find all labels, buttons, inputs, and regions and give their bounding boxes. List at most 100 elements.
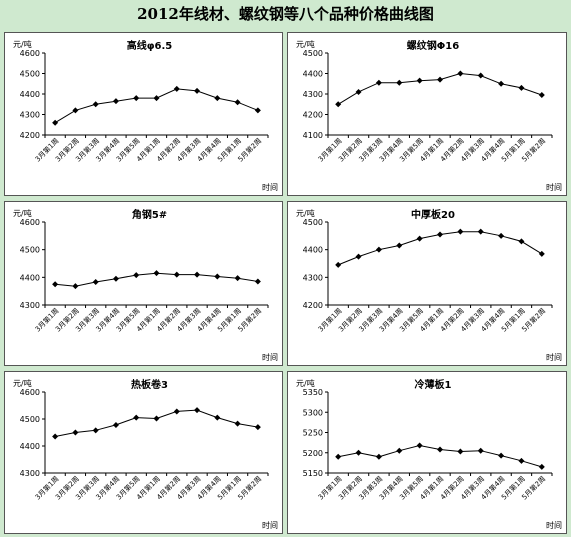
data-point (396, 79, 403, 86)
x-axis-label: 时间 (262, 182, 278, 192)
data-point (518, 457, 525, 464)
data-point (112, 421, 119, 428)
chart-svg: 热板卷3元/吨43004400450046003月第1周3月第2周3月第3周3月… (13, 378, 278, 530)
data-point (538, 92, 545, 99)
y-tick-label: 5350 (303, 388, 323, 397)
data-point (518, 84, 525, 91)
y-axis-label: 元/吨 (296, 39, 315, 49)
chart-svg: 角钢5#元/吨43004400450046003月第1周3月第2周3月第3周3月… (13, 208, 278, 362)
data-point (92, 279, 99, 286)
data-point (355, 449, 362, 456)
data-point (133, 95, 140, 102)
data-point (72, 107, 79, 114)
chart-svg: 中厚板20元/吨42004300440045003月第1周3月第2周3月第3周3… (296, 208, 562, 362)
data-point (254, 278, 261, 285)
data-point (375, 246, 382, 253)
series-line (55, 409, 258, 437)
data-point (355, 88, 362, 95)
x-axis-label: 时间 (262, 352, 278, 362)
data-point (234, 420, 241, 427)
y-tick-label: 5150 (303, 469, 323, 478)
y-tick-label: 4500 (303, 218, 323, 227)
data-point (52, 119, 59, 126)
x-axis-label: 时间 (546, 520, 562, 530)
data-point (538, 250, 545, 257)
chart-panel-rebar: 螺纹钢Φ16 元/吨 4100 4200 4300 4400 4500 3月第1周 3月第2周 3… (287, 32, 567, 196)
y-tick-label: 4400 (303, 70, 323, 79)
y-tick-label: 4300 (20, 111, 40, 120)
y-tick-label: 4400 (20, 90, 40, 99)
data-point (112, 275, 119, 282)
data-point (133, 414, 140, 421)
data-point (457, 448, 464, 455)
y-tick-label: 4500 (20, 70, 40, 79)
data-point (437, 76, 443, 83)
y-tick-label: 4300 (20, 469, 40, 478)
y-tick-label: 4400 (303, 246, 323, 255)
chart-svg: 高线φ6.5元/吨420043004400450046003月第1周3月第2周3… (13, 39, 278, 192)
data-point (214, 95, 221, 102)
y-tick-label: 4200 (303, 111, 323, 120)
data-point (254, 107, 261, 114)
y-tick-label: 5250 (303, 429, 323, 438)
chart-panel-medium-plate: 中厚板20 元/吨 4200 4300 4400 4500 3月第1周 3月第2周 3月第3周 3… (287, 201, 567, 366)
chart-title: 角钢5# (132, 208, 167, 221)
page-title: 2012年线材、螺纹钢等八个品种价格曲线图 (137, 5, 434, 23)
data-point (457, 70, 464, 77)
data-point (477, 228, 484, 235)
y-tick-label: 4500 (303, 49, 323, 58)
data-point (194, 407, 201, 414)
data-point (234, 275, 241, 282)
data-point (375, 453, 382, 460)
x-axis-label: 时间 (546, 182, 562, 192)
y-tick-label: 4600 (20, 388, 40, 397)
data-point (214, 273, 221, 280)
y-tick-label: 4400 (20, 442, 40, 451)
data-point (396, 447, 403, 454)
y-tick-label: 5300 (303, 408, 323, 417)
data-point (335, 261, 342, 268)
x-axis-label: 时间 (262, 520, 278, 530)
data-point (335, 453, 342, 460)
data-point (153, 270, 160, 277)
y-tick-label: 4200 (20, 131, 40, 140)
data-point (153, 95, 160, 102)
data-point (52, 281, 59, 288)
data-point (457, 228, 464, 235)
y-tick-label: 4300 (20, 301, 40, 310)
chart-title: 冷薄板1 (415, 378, 452, 391)
data-point (173, 408, 180, 415)
data-point (52, 433, 59, 440)
data-point (92, 101, 99, 108)
y-tick-label: 5200 (303, 449, 323, 458)
data-point (437, 231, 443, 238)
data-point (437, 446, 443, 453)
data-point (173, 85, 180, 92)
chart-title: 高线φ6.5 (127, 39, 173, 52)
data-point (416, 77, 423, 84)
data-point (355, 253, 362, 260)
y-tick-label: 4300 (303, 273, 323, 282)
data-point (153, 415, 160, 422)
y-axis-label: 元/吨 (296, 208, 315, 218)
data-point (538, 463, 545, 470)
data-point (518, 238, 525, 245)
y-tick-label: 4600 (20, 218, 40, 227)
y-tick-label: 4500 (20, 415, 40, 424)
y-tick-label: 4200 (303, 301, 323, 310)
data-point (396, 242, 403, 249)
chart-svg: 螺纹钢Φ16元/吨410042004300440045003月第1周3月第2周3… (296, 39, 562, 192)
data-point (477, 72, 484, 79)
data-point (72, 429, 79, 436)
data-point (234, 99, 241, 106)
y-axis-label: 元/吨 (13, 39, 32, 49)
chart-title: 热板卷3 (131, 378, 168, 391)
chart-title: 中厚板20 (411, 208, 455, 221)
chart-panel-wire-rod: 高线φ6.5 元/吨 4200 4300 4400 4500 4600 3月第1周 3月第2周 3… (4, 32, 283, 196)
data-point (194, 271, 201, 278)
chart-panel-angle-steel: 角钢5# 元/吨 4300 4400 4500 4600 3月第1周 3月第2周 3月第3周 3月… (4, 201, 283, 366)
y-axis-label: 元/吨 (13, 208, 32, 218)
y-tick-label: 4100 (303, 131, 323, 140)
data-point (194, 87, 201, 94)
data-point (498, 80, 505, 87)
